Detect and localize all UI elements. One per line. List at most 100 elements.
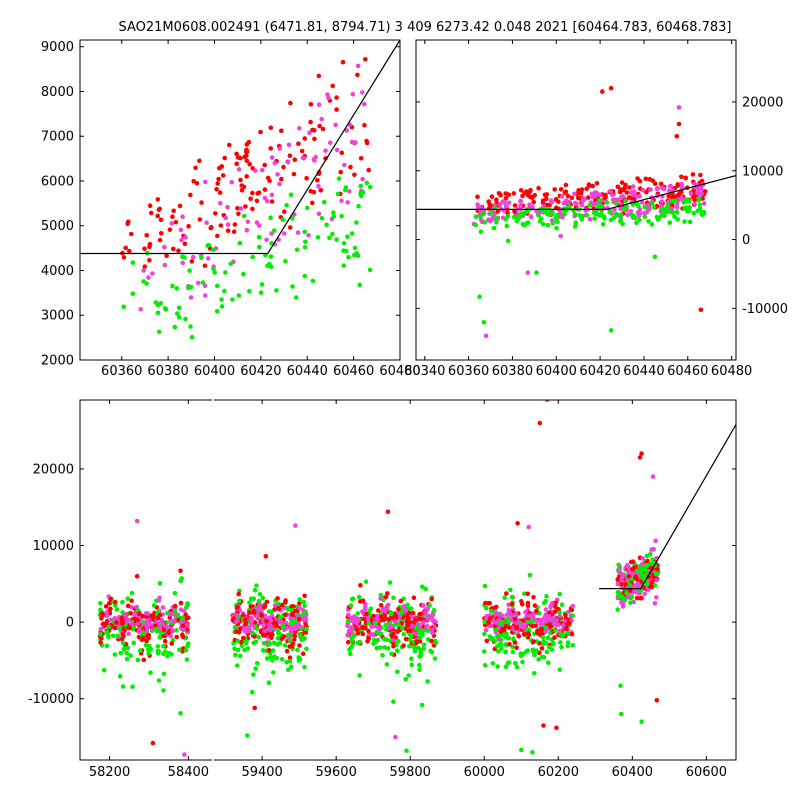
data-point <box>285 160 291 165</box>
data-point <box>297 597 303 602</box>
data-point <box>511 214 517 220</box>
data-point <box>266 647 272 653</box>
x-tick-label: 60440 <box>623 364 664 379</box>
data-point <box>481 211 487 216</box>
data-point <box>610 192 615 198</box>
data-point <box>691 210 697 216</box>
data-point <box>409 623 415 628</box>
data-point <box>692 201 697 206</box>
data-point <box>218 201 223 206</box>
data-point <box>506 192 512 197</box>
data-point <box>486 199 492 204</box>
data-point <box>491 225 497 231</box>
data-point <box>115 633 121 639</box>
data-point <box>570 643 575 648</box>
data-point <box>634 568 640 574</box>
x-tick-label: 60400 <box>612 765 653 780</box>
data-point <box>419 702 425 708</box>
data-point <box>234 619 239 624</box>
data-point <box>112 615 118 621</box>
data-point <box>268 633 274 639</box>
data-point <box>263 554 269 559</box>
data-point <box>296 616 302 622</box>
data-point <box>553 600 559 606</box>
data-point <box>345 623 350 629</box>
data-point <box>187 268 192 273</box>
data-point <box>135 657 141 663</box>
data-point <box>565 193 571 199</box>
data-point <box>241 613 246 618</box>
data-point <box>562 618 567 624</box>
data-point <box>557 591 563 597</box>
data-point <box>424 625 429 630</box>
data-point <box>541 723 546 728</box>
data-point <box>673 199 678 204</box>
data-point <box>148 670 153 675</box>
data-point <box>264 656 270 661</box>
data-point <box>544 593 549 599</box>
data-point <box>370 632 376 637</box>
data-point <box>569 195 575 201</box>
data-point <box>630 184 636 189</box>
data-point <box>323 148 328 153</box>
data-point <box>193 165 198 171</box>
data-point <box>355 253 361 258</box>
data-point <box>486 217 491 223</box>
y-tick-label: 7000 <box>41 130 74 145</box>
data-point <box>268 627 273 633</box>
data-point <box>518 203 523 209</box>
data-point <box>130 684 135 689</box>
data-point <box>477 294 482 300</box>
data-point <box>285 632 291 638</box>
data-point <box>261 623 267 628</box>
data-point <box>552 621 557 627</box>
data-point <box>121 633 126 639</box>
y-tick-label: 3000 <box>41 309 74 324</box>
data-point <box>302 664 307 670</box>
data-point <box>401 632 407 637</box>
data-point <box>268 146 274 151</box>
data-point <box>316 73 322 79</box>
data-point <box>547 610 552 615</box>
data-point <box>293 295 299 300</box>
data-point <box>274 288 279 293</box>
data-point <box>500 619 505 625</box>
data-point <box>333 122 338 128</box>
data-point <box>506 200 512 206</box>
data-point <box>645 581 650 587</box>
data-point <box>539 646 545 651</box>
data-point <box>164 253 169 259</box>
data-point <box>589 191 595 197</box>
data-point <box>277 181 282 187</box>
data-point <box>317 123 322 129</box>
y-tick-label: 6000 <box>41 174 74 189</box>
data-point <box>481 319 487 325</box>
data-point <box>270 648 276 653</box>
data-point <box>288 664 294 670</box>
data-point <box>639 719 644 724</box>
data-point <box>308 188 314 194</box>
data-point <box>613 201 619 206</box>
data-point <box>269 231 274 236</box>
data-point <box>637 194 642 199</box>
data-point <box>366 620 372 626</box>
data-point <box>294 247 300 253</box>
data-point <box>312 128 317 133</box>
data-point <box>301 599 307 605</box>
data-point <box>178 568 183 574</box>
data-point <box>264 619 269 624</box>
data-point <box>169 221 175 226</box>
data-point <box>104 613 110 619</box>
data-point <box>382 645 387 650</box>
data-point <box>507 641 512 647</box>
data-point <box>412 645 418 651</box>
data-point <box>635 176 640 181</box>
data-point <box>310 200 315 206</box>
data-point <box>349 644 354 650</box>
data-point <box>418 653 424 658</box>
data-point <box>178 578 183 584</box>
data-point <box>496 649 501 654</box>
x-tick-label: 60000 <box>464 765 505 780</box>
data-point <box>376 608 381 613</box>
data-point <box>244 639 249 644</box>
